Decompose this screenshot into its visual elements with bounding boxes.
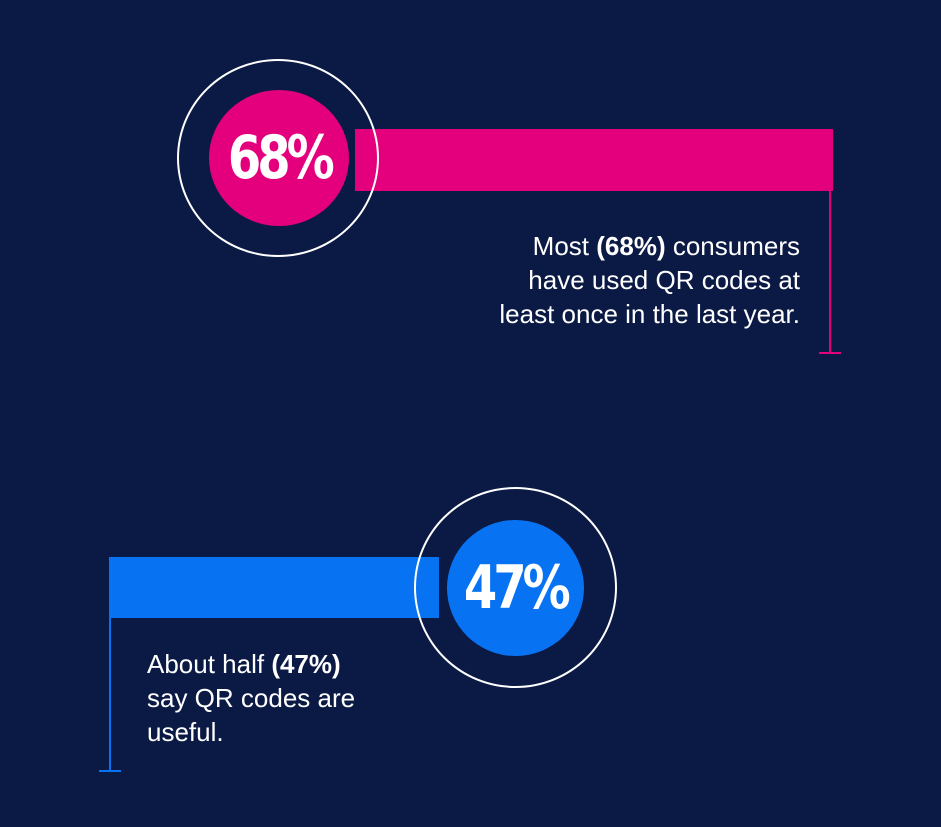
caption-line-1: Most (68%) consumers: [532, 231, 800, 261]
caption-line-1: About half (47%): [147, 649, 341, 679]
pink-stem-foot: [819, 352, 841, 354]
white-ring-68: [177, 59, 379, 257]
caption-bold-percent: (47%): [271, 649, 341, 679]
caption-qr-codes-useful: About half (47%) say QR codes are useful…: [147, 647, 427, 749]
pink-stem-line: [829, 191, 831, 353]
caption-line-3: least once in the last year.: [499, 299, 800, 329]
blue-bar: [109, 557, 439, 618]
caption-used-qr-codes: Most (68%) consumers have used QR codes …: [360, 229, 800, 331]
blue-stem-line: [109, 618, 111, 771]
caption-line-2: say QR codes are: [147, 683, 356, 713]
caption-line-2: have used QR codes at: [528, 265, 800, 295]
blue-stem-foot: [99, 770, 121, 772]
percent-47-label: 47%: [464, 553, 571, 623]
caption-bold-percent: (68%): [596, 231, 666, 261]
blue-percent-circle: 47%: [447, 520, 584, 656]
white-ring-47: [414, 487, 617, 688]
percent-68-label: 68%: [227, 123, 335, 193]
caption-line-3: useful.: [147, 717, 224, 747]
pink-percent-circle: 68%: [209, 90, 349, 226]
pink-bar: [355, 129, 833, 191]
